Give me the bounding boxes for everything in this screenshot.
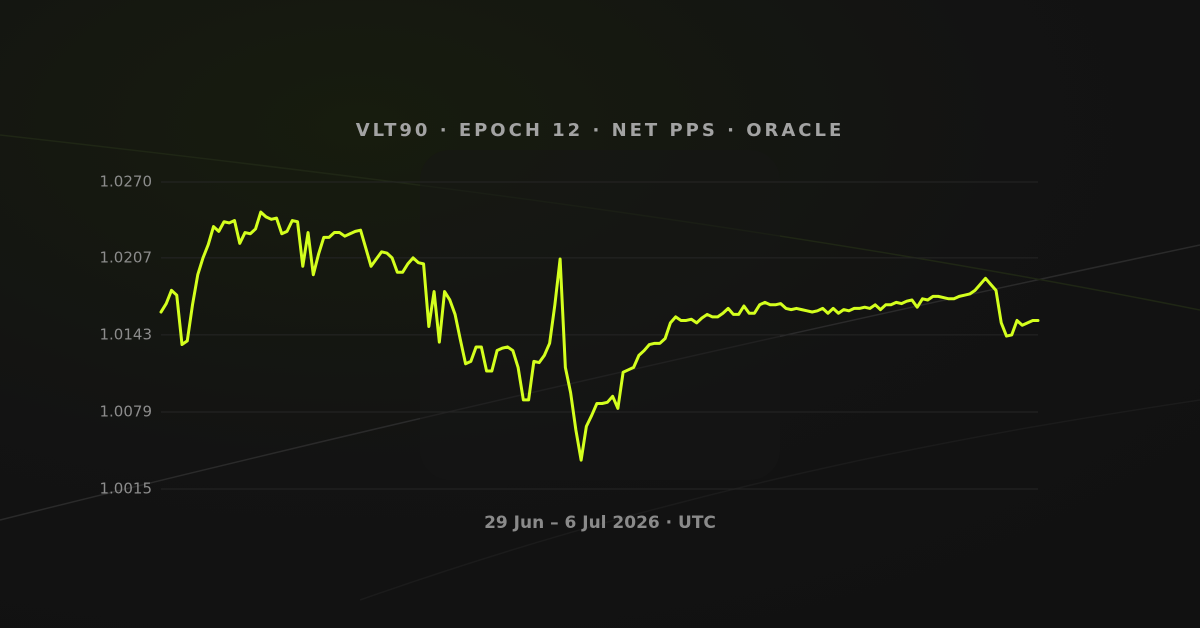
y-tick-label: 1.0015 <box>100 480 153 498</box>
series-line <box>159 210 1040 462</box>
chart-subtitle: 29 Jun – 6 Jul 2026 · UTC <box>484 513 716 533</box>
decor-line <box>359 399 1200 601</box>
y-tick-label: 1.0270 <box>100 173 153 191</box>
y-tick-label: 1.0143 <box>100 325 153 343</box>
chart-title: VLT90 · EPOCH 12 · NET PPS · ORACLE <box>356 120 845 141</box>
y-tick-label: 1.0207 <box>100 248 153 266</box>
y-tick-label: 1.0079 <box>100 402 153 420</box>
decor-logo <box>420 150 780 480</box>
